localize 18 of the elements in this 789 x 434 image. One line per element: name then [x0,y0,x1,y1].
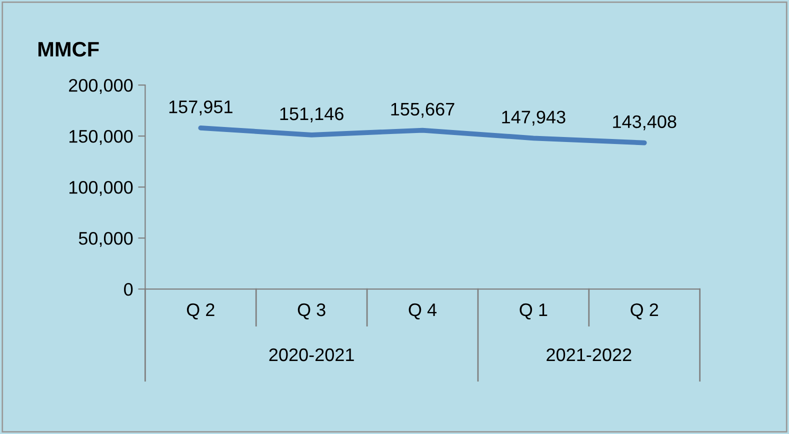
data-label: 151,146 [280,107,344,122]
text: 2021-2022 [546,348,632,362]
x-tick-label: Q 4 [408,303,437,320]
y-tick-label: 150,000 [69,130,133,145]
text: 2020-2021 [269,348,354,362]
data-label: 147,943 [502,110,566,126]
data-label: 143,408 [613,115,676,130]
y-tick-label: 200,000 [69,79,133,94]
x-tick-label: Q 3 [298,303,326,320]
x-tick-label: Q 1 [520,303,548,320]
x-tick-label: Q 2 [630,303,658,320]
data-label: 157,951 [169,100,232,116]
y-tick-label: 0 [124,282,133,296]
x-tick-label: Q 2 [186,303,214,320]
y-axis-title: MMCF [38,42,99,57]
y-tick-label: 100,000 [69,180,133,196]
y-tick-label: 50,000 [78,232,133,247]
data-label: 155,667 [391,102,454,118]
